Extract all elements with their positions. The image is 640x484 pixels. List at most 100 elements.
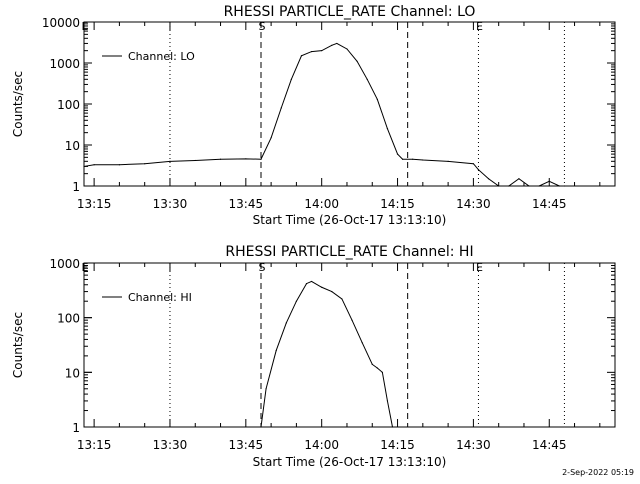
data-point <box>386 128 389 130</box>
data-point <box>371 363 373 365</box>
y-tick-label: 10000 <box>42 16 80 30</box>
data-point <box>386 400 389 402</box>
y-tick-label: 1000 <box>49 57 80 71</box>
x-tick-label: 14:30 <box>456 438 491 452</box>
data-point <box>351 319 353 321</box>
data-point <box>331 44 333 46</box>
data-point <box>270 137 272 139</box>
data-point <box>447 160 449 162</box>
x-tick-label: 14:00 <box>304 197 339 211</box>
chart-panel-1: RHESSI PARTICLE_RATE Channel: LO 13:15 13:… <box>11 4 616 227</box>
marker-label: S <box>259 261 266 274</box>
chart-title: RHESSI PARTICLE_RATE Channel: LO <box>224 4 476 20</box>
data-point <box>300 55 303 57</box>
x-tick-label: 14:15 <box>380 438 415 452</box>
data-point <box>563 185 566 187</box>
y-tick-label: 10 <box>65 366 80 380</box>
series-line <box>260 280 393 428</box>
data-point <box>558 185 560 187</box>
chart-panel-2: RHESSI PARTICLE_RATE Channel: HI 13:15 13:… <box>11 244 616 469</box>
data-point <box>295 300 297 302</box>
data-point <box>275 349 277 352</box>
data-point <box>260 158 262 160</box>
data-point <box>538 185 540 187</box>
data-point <box>376 98 378 100</box>
data-point <box>361 341 363 344</box>
data-point <box>194 159 196 162</box>
data-point <box>412 158 414 160</box>
legend-label: Channel: HI <box>128 291 192 304</box>
data-point <box>265 388 267 390</box>
data-point <box>83 165 85 168</box>
data-point <box>422 159 424 161</box>
data-point <box>477 169 480 171</box>
data-point <box>305 282 308 285</box>
data-point <box>219 158 222 160</box>
data-point <box>508 185 510 187</box>
y-tick-label: 1000 <box>49 257 80 271</box>
data-point <box>341 298 343 300</box>
plot-frame <box>83 262 616 428</box>
data-point <box>93 164 95 166</box>
data-point <box>310 50 313 53</box>
data-point <box>498 185 500 187</box>
data-point <box>528 185 530 187</box>
data-point <box>396 153 399 155</box>
data-point <box>548 180 550 182</box>
data-point <box>487 178 490 180</box>
data-point <box>144 163 146 165</box>
marker-label: E <box>82 20 89 33</box>
x-tick-label: 13:45 <box>229 438 264 452</box>
y-tick-label: 10 <box>65 139 80 153</box>
x-tick-label: 14:45 <box>532 438 567 452</box>
y-tick-label: 100 <box>57 98 80 112</box>
data-point <box>285 322 287 324</box>
x-tick-label: 14:15 <box>380 197 415 211</box>
data-point <box>245 158 247 160</box>
x-axis-label: Start Time (26-Oct-17 13:13:10) <box>253 213 447 227</box>
series-line <box>83 42 565 187</box>
data-point <box>346 48 348 50</box>
x-axis-label: Start Time (26-Oct-17 13:13:10) <box>253 455 447 469</box>
data-point <box>169 160 171 162</box>
x-tick-label: 13:30 <box>153 197 188 211</box>
legend-label: Channel: LO <box>128 50 195 63</box>
marker-label: S <box>259 20 266 33</box>
x-tick-label: 14:00 <box>304 438 339 452</box>
marker-label: E <box>476 261 483 274</box>
x-tick-label: 14:45 <box>532 197 567 211</box>
data-point <box>356 60 358 62</box>
x-tick-label: 13:15 <box>77 197 112 211</box>
data-point <box>118 164 120 166</box>
date-stamp: 2-Sep-2022 05:19 <box>562 468 634 477</box>
data-point <box>260 426 262 428</box>
data-point <box>381 371 383 373</box>
y-axis-label: Counts/sec <box>11 312 25 378</box>
y-tick-label: 1 <box>72 421 80 435</box>
data-point <box>391 426 394 428</box>
data-point <box>336 42 338 45</box>
chart-title: RHESSI PARTICLE_RATE Channel: HI <box>225 244 473 260</box>
data-point <box>376 367 378 369</box>
y-axis-label: Counts/sec <box>11 71 25 137</box>
x-tick-label: 14:30 <box>456 197 491 211</box>
data-point <box>331 290 333 293</box>
data-point <box>310 280 313 283</box>
data-point <box>366 78 368 80</box>
data-point <box>518 178 520 180</box>
data-point <box>280 107 282 109</box>
data-point <box>472 163 474 165</box>
x-tick-label: 13:30 <box>153 438 188 452</box>
x-tick-label: 13:15 <box>77 438 112 452</box>
y-tick-label: 1 <box>72 180 80 194</box>
y-tick-label: 100 <box>57 312 80 326</box>
data-point <box>402 158 404 160</box>
marker-label: E <box>476 20 483 33</box>
marker-label: E <box>82 261 89 274</box>
data-point <box>321 286 323 288</box>
x-tick-label: 13:45 <box>229 197 264 211</box>
plot-frame <box>83 21 616 187</box>
data-point <box>321 50 323 52</box>
data-point <box>290 78 292 80</box>
